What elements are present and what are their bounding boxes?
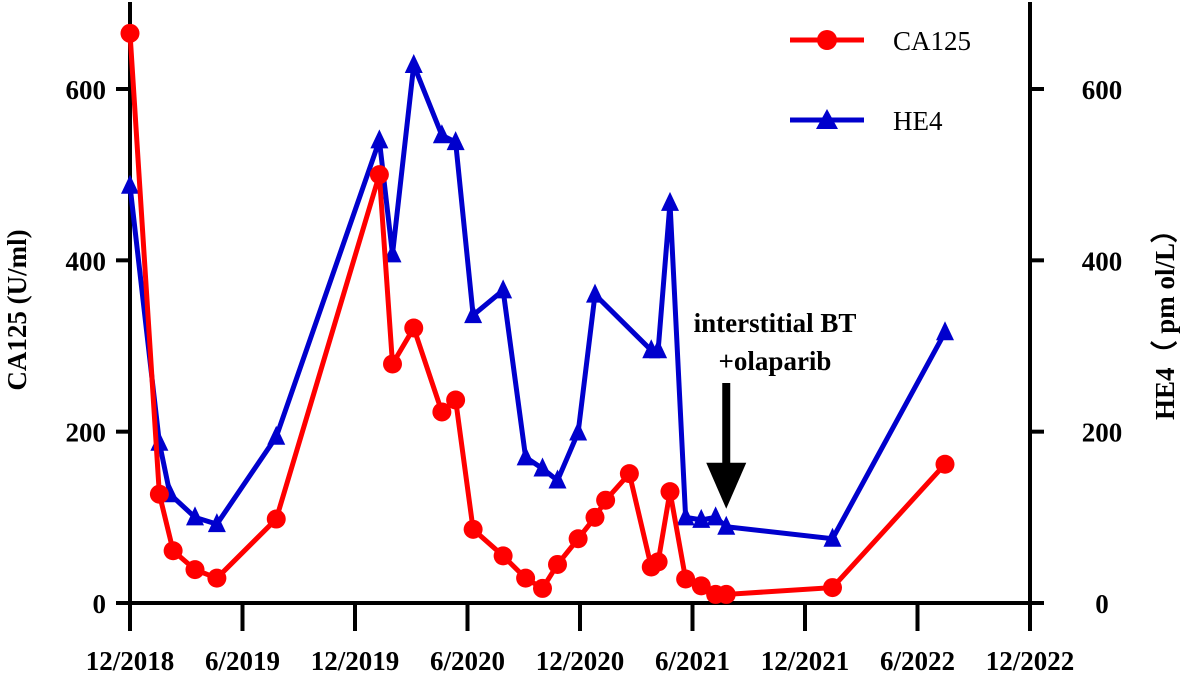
data-point-ca125 bbox=[266, 509, 286, 529]
data-point-he4 bbox=[692, 508, 711, 528]
data-point-ca125 bbox=[716, 584, 736, 604]
annotation-line-2: +olaparib bbox=[719, 346, 832, 376]
legend-marker-he4 bbox=[816, 109, 838, 129]
down-arrow-icon bbox=[706, 383, 747, 509]
data-point-ca125 bbox=[383, 354, 402, 374]
left-y-ticks: 0 200 400 600 bbox=[66, 75, 130, 619]
data-point-ca125 bbox=[823, 578, 842, 598]
data-point-he4 bbox=[383, 243, 402, 263]
data-point-ca125 bbox=[369, 165, 389, 185]
legend-item-ca125: CA125 bbox=[790, 26, 971, 56]
data-point-he4 bbox=[404, 54, 423, 74]
treatment-annotation: interstitial BT +olaparib bbox=[694, 308, 857, 509]
x-tick-label: 6/2022 bbox=[880, 646, 955, 675]
x-tick-label: 6/2021 bbox=[655, 646, 730, 675]
x-tick-label: 12/2021 bbox=[761, 646, 850, 675]
left-y-tick-label: 400 bbox=[66, 246, 107, 276]
data-point-ca125 bbox=[404, 318, 424, 338]
data-point-ca125 bbox=[596, 490, 616, 510]
data-point-he4 bbox=[121, 174, 139, 194]
data-point-he4 bbox=[464, 304, 483, 324]
data-point-he4 bbox=[661, 191, 679, 211]
data-point-ca125 bbox=[533, 578, 552, 598]
data-point-ca125 bbox=[648, 552, 668, 572]
data-point-ca125 bbox=[548, 554, 567, 574]
left-y-tick-label: 0 bbox=[93, 589, 107, 619]
data-point-he4 bbox=[186, 506, 204, 526]
data-point-ca125 bbox=[432, 402, 452, 422]
left-y-tick-label: 600 bbox=[66, 75, 107, 105]
x-tick-label: 12/2020 bbox=[536, 646, 625, 675]
data-point-ca125 bbox=[516, 568, 536, 588]
data-point-he4 bbox=[494, 279, 513, 299]
annotation-line-1: interstitial BT bbox=[694, 308, 857, 338]
data-point-he4 bbox=[548, 469, 567, 489]
data-point-ca125 bbox=[120, 23, 140, 43]
data-point-ca125 bbox=[493, 546, 513, 566]
data-point-he4 bbox=[432, 124, 451, 144]
series-layer bbox=[120, 23, 955, 604]
x-tick-label: 12/2019 bbox=[311, 646, 400, 675]
arrow-head bbox=[706, 462, 747, 509]
data-point-ca125 bbox=[585, 507, 605, 527]
x-tick-label: 6/2019 bbox=[205, 646, 280, 675]
x-tick-label: 12/2022 bbox=[986, 646, 1075, 675]
data-point-he4 bbox=[649, 339, 668, 359]
series-line-he4 bbox=[127, 64, 948, 542]
legend: CA125 HE4 bbox=[790, 26, 971, 136]
data-point-ca125 bbox=[676, 569, 696, 589]
data-point-ca125 bbox=[619, 464, 639, 484]
data-point-ca125 bbox=[163, 541, 183, 561]
right-y-axis-title: HE4（ pm ol/L） bbox=[1150, 216, 1180, 420]
data-point-he4 bbox=[446, 131, 465, 151]
series-he4 bbox=[121, 54, 954, 547]
data-point-he4 bbox=[676, 506, 695, 526]
data-point-he4 bbox=[533, 457, 552, 477]
data-point-he4 bbox=[267, 425, 286, 445]
right-y-tick-label: 400 bbox=[1082, 246, 1123, 276]
legend-label-he4: HE4 bbox=[893, 106, 943, 136]
right-y-tick-label: 0 bbox=[1095, 589, 1109, 619]
data-point-he4 bbox=[207, 513, 226, 533]
data-point-he4 bbox=[823, 527, 842, 547]
left-y-tick-label: 200 bbox=[66, 418, 107, 448]
data-point-ca125 bbox=[691, 576, 711, 596]
data-point-ca125 bbox=[660, 482, 680, 502]
data-point-he4 bbox=[936, 321, 954, 341]
data-point-ca125 bbox=[149, 484, 169, 504]
data-point-he4 bbox=[569, 421, 588, 441]
right-y-tick-label: 600 bbox=[1082, 75, 1123, 105]
x-tick-label: 12/2018 bbox=[86, 646, 175, 675]
data-point-he4 bbox=[706, 506, 725, 526]
right-y-tick-label: 200 bbox=[1082, 418, 1123, 448]
axes bbox=[128, 2, 1032, 605]
data-point-he4 bbox=[717, 515, 736, 535]
legend-item-he4: HE4 bbox=[790, 106, 943, 136]
data-point-ca125 bbox=[185, 560, 205, 580]
data-point-ca125 bbox=[207, 568, 227, 588]
data-point-ca125 bbox=[463, 519, 483, 539]
series-ca125 bbox=[120, 23, 955, 604]
data-point-ca125 bbox=[935, 454, 955, 474]
left-y-axis-title: CA125 (U/ml) bbox=[2, 229, 32, 390]
x-tick-label: 6/2020 bbox=[430, 646, 505, 675]
data-point-ca125 bbox=[446, 390, 466, 410]
data-point-he4 bbox=[586, 283, 604, 303]
x-ticks: 12/2018 6/2019 12/2019 6/2020 12/2020 6/2021 1… bbox=[86, 603, 1075, 675]
right-y-ticks: 0 200 400 600 bbox=[1030, 75, 1122, 619]
legend-label-ca125: CA125 bbox=[893, 26, 971, 56]
data-point-he4 bbox=[516, 446, 535, 466]
data-point-he4 bbox=[370, 129, 389, 149]
legend-marker-ca125 bbox=[817, 30, 837, 50]
data-point-ca125 bbox=[568, 529, 588, 549]
